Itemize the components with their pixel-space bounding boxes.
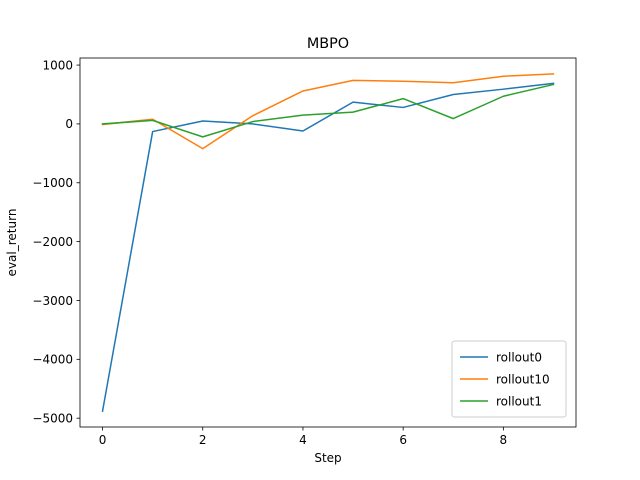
y-tick-label: −2000 bbox=[32, 235, 73, 249]
x-tick-label: 8 bbox=[500, 433, 508, 447]
x-tick-label: 0 bbox=[99, 433, 107, 447]
y-tick-label: −1000 bbox=[32, 176, 73, 190]
y-tick-label: −5000 bbox=[32, 411, 73, 425]
legend-label-rollout10: rollout10 bbox=[496, 372, 550, 386]
y-tick-label: 1000 bbox=[42, 58, 73, 72]
y-axis-label: eval_return bbox=[5, 209, 19, 277]
x-tick-label: 6 bbox=[399, 433, 407, 447]
plot-layer bbox=[101, 73, 555, 412]
y-tick-label: 0 bbox=[65, 117, 73, 131]
x-tick-label: 2 bbox=[199, 433, 207, 447]
legend-label-rollout0: rollout0 bbox=[496, 350, 542, 364]
y-tick-label: −3000 bbox=[32, 294, 73, 308]
chart-title: MBPO bbox=[307, 36, 349, 52]
series-line-rollout0 bbox=[101, 82, 555, 412]
legend-label-rollout1: rollout1 bbox=[496, 394, 542, 408]
series-line-rollout10 bbox=[101, 73, 555, 150]
x-axis-label: Step bbox=[314, 451, 341, 465]
x-tick-label: 4 bbox=[299, 433, 307, 447]
legend: rollout0 rollout10 rollout1 bbox=[451, 340, 567, 418]
axes-frame bbox=[79, 57, 577, 428]
legend-box bbox=[451, 340, 567, 418]
series-line-rollout1 bbox=[101, 83, 555, 138]
y-tick-label: −4000 bbox=[32, 353, 73, 367]
ticks-layer: 0 2 4 6 8 −5000 −4000 −3000 −2000 −1000 0 1000 bbox=[32, 58, 507, 447]
